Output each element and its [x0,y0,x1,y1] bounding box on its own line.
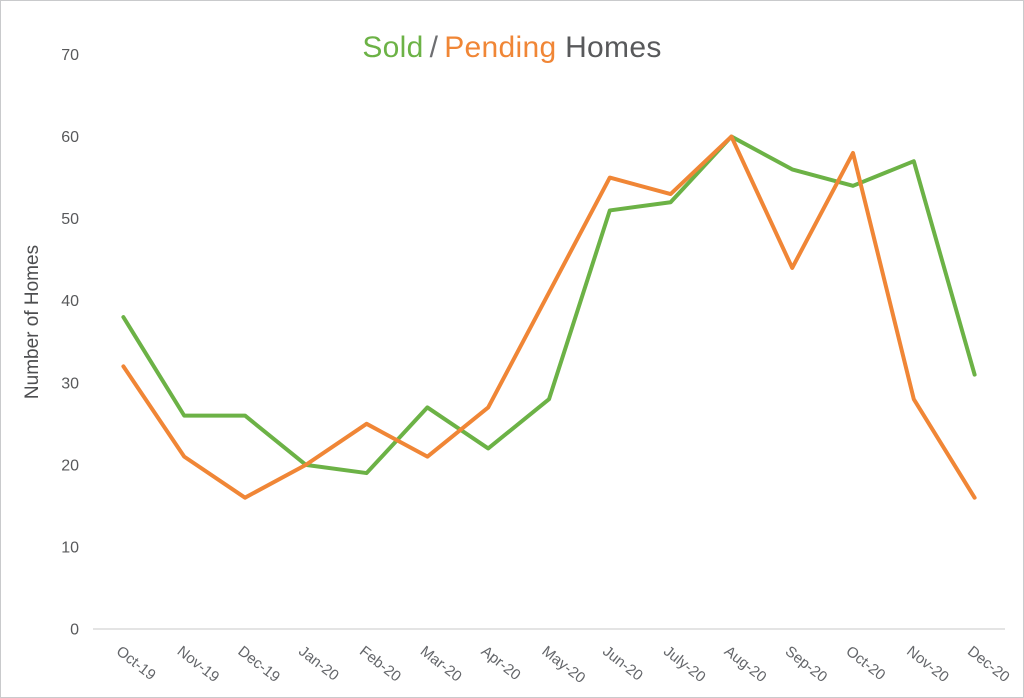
x-axis-label: Mar-20 [417,643,465,686]
x-axis-label: Jun-20 [599,643,646,685]
x-axis-label: Dec-20 [964,643,1013,686]
legend-pending-label: Pending [444,31,557,64]
y-axis-tick-label: 60 [61,129,79,146]
y-axis-tick-label: 70 [61,47,79,64]
x-axis-label: Nov-20 [903,643,952,686]
x-axis-label: Sep-20 [782,643,831,686]
series-line-pending [121,134,977,500]
title-separator: / [429,31,439,64]
y-axis-tick-label: 50 [61,211,79,228]
y-axis-tick-label: 30 [61,375,79,392]
x-axis-label: May-20 [539,643,589,687]
x-axis-label: Aug-20 [721,643,770,686]
x-axis-label: Apr-20 [478,643,524,684]
y-axis-tick-label: 40 [61,293,79,310]
y-axis-tick-label: 20 [61,457,79,474]
y-axis-tick-label: 10 [61,539,79,556]
chart-title: Sold / Pending Homes [1,31,1023,65]
y-axis-tick-label: 0 [70,622,79,639]
x-axis-label: Oct-19 [113,643,159,684]
x-axis-label: Dec-19 [235,643,284,686]
x-axis-label: Jan-20 [295,643,342,685]
x-axis-label: Nov-19 [174,643,223,686]
title-homes-label: Homes [565,31,662,64]
x-axis-label: Oct-20 [843,643,889,684]
series-line-sold [121,134,977,476]
legend-sold-label: Sold [362,31,424,64]
x-axis-label: July-20 [660,643,709,686]
x-axis-label: Feb-20 [356,643,404,686]
